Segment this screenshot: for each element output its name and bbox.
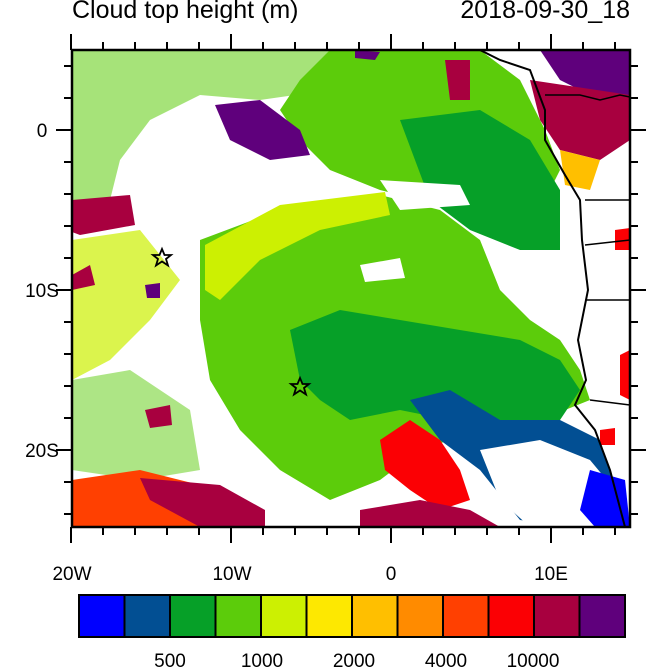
colorbar-box	[578, 594, 626, 638]
y-tick-label: 20S	[25, 441, 59, 462]
cloud-field	[72, 50, 630, 527]
x-tick-label: 20W	[52, 564, 91, 585]
colorbar-box	[533, 594, 581, 638]
colorbar-box	[351, 594, 399, 638]
colorbar-box	[305, 594, 353, 638]
marker-star-2	[288, 375, 312, 397]
colorbar-box	[396, 594, 444, 638]
colorbar-box	[78, 594, 126, 638]
plot-datetime: 2018-09-30_18	[460, 0, 630, 24]
colorbar-box	[169, 594, 217, 638]
y-tick-label: 0	[37, 121, 48, 142]
colorbar-box	[214, 594, 262, 638]
colorbar-label: 10000	[507, 651, 560, 667]
x-tick-label: 10E	[534, 564, 568, 585]
axis-ticks	[56, 34, 646, 543]
colorbar-label: 500	[154, 651, 186, 667]
colorbar-label: 4000	[425, 651, 467, 667]
x-tick-label: 10W	[212, 564, 251, 585]
y-tick-label: 10S	[25, 281, 59, 302]
colorbar	[78, 594, 626, 638]
plot-frame	[70, 48, 632, 529]
colorbar-box	[260, 594, 308, 638]
colorbar-box	[123, 594, 171, 638]
colorbar-box	[487, 594, 535, 638]
colorbar-label: 2000	[333, 651, 375, 667]
colorbar-label: 1000	[241, 651, 283, 667]
x-tick-label: 0	[386, 564, 397, 585]
marker-star-1	[150, 246, 174, 268]
colorbar-box	[442, 594, 490, 638]
plot-title: Cloud top height (m)	[72, 0, 299, 24]
